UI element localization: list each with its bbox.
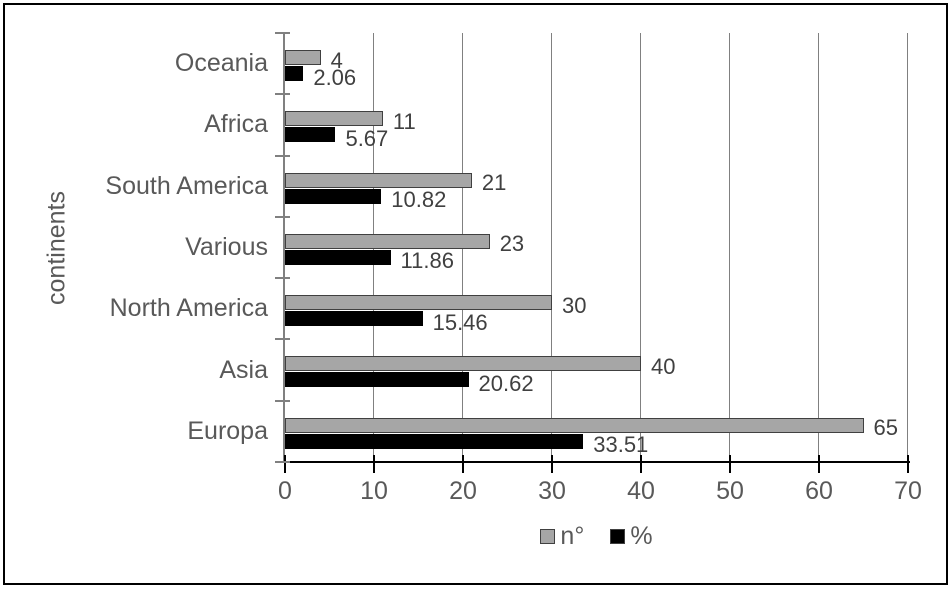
data-label: 20.62 (478, 370, 534, 396)
x-tick-label: 40 (627, 477, 655, 505)
bar-count (285, 356, 641, 372)
y-tick-mark (275, 32, 290, 34)
bar-percent (285, 66, 304, 81)
bar-percent (285, 188, 382, 204)
x-axis-line (281, 461, 910, 463)
legend-label-count: n° (560, 521, 585, 550)
y-axis-line (283, 33, 285, 462)
x-tick-mark (640, 455, 642, 473)
data-label: 40 (651, 353, 676, 379)
bar-group: 23 11.86 (285, 217, 908, 278)
bar-count (285, 111, 383, 127)
category-label: Europa (187, 416, 268, 445)
legend-swatch-count-icon (540, 528, 556, 544)
x-tick-label: 50 (716, 477, 744, 505)
bar-count (285, 172, 472, 188)
category-label: Various (185, 232, 268, 261)
gridline (640, 33, 641, 461)
gridline (818, 33, 819, 461)
data-label: 4 (330, 47, 343, 73)
data-label: 15.46 (432, 309, 488, 335)
plot-area: 4 2.06 11 5.67 21 10.82 23 11.86 30 15.46 40 20.62 6… (275, 32, 910, 473)
category-label: Asia (219, 355, 268, 384)
bar-group: 4 2.06 (285, 33, 908, 94)
legend-item-count: n° (540, 522, 584, 551)
bar-group: 21 10.82 (285, 156, 908, 217)
data-label: 11.86 (400, 248, 454, 274)
x-tick-mark (462, 455, 464, 473)
category-label: Africa (204, 110, 268, 139)
y-tick-mark (275, 154, 290, 157)
y-tick-mark (275, 215, 290, 218)
legend-label-percent: % (630, 521, 653, 550)
y-tick-mark (275, 338, 290, 341)
legend-item-percent: % (610, 521, 653, 551)
x-tick-label: 10 (360, 477, 388, 505)
gridline (551, 33, 552, 461)
bar-percent (285, 127, 336, 143)
x-tick-label: 60 (805, 477, 833, 505)
bar-group: 40 20.62 (285, 339, 908, 400)
bar-count (285, 417, 864, 433)
bar-count (285, 233, 490, 249)
bar-percent (285, 311, 423, 327)
category-label: North America (109, 294, 268, 323)
gridline (729, 33, 730, 461)
y-tick-mark (275, 93, 290, 96)
y-tick-mark (275, 399, 290, 402)
x-tick-mark (284, 455, 286, 473)
bar-count (285, 295, 552, 311)
x-tick-label: 70 (894, 477, 922, 505)
x-tick-mark (373, 455, 375, 473)
data-label: 23 (499, 231, 525, 257)
bar-group: 65 33.51 (285, 401, 908, 462)
data-label: 65 (873, 415, 898, 441)
x-tick-mark (907, 455, 909, 473)
bar-group: 11 5.67 (285, 94, 908, 155)
category-label: Oceania (174, 49, 268, 78)
x-tick-label: 0 (278, 477, 292, 505)
x-tick-mark (729, 455, 731, 473)
legend: n° % (285, 520, 908, 552)
data-label: 33.51 (593, 432, 649, 458)
bar-percent (285, 372, 469, 388)
x-tick-label: 20 (449, 477, 477, 505)
data-label: 2.06 (313, 64, 357, 90)
x-axis-labels: 0 10 20 30 40 50 60 70 (278, 477, 922, 507)
x-tick-mark (818, 455, 820, 473)
data-label: 30 (562, 292, 587, 318)
bar-count (285, 50, 321, 65)
x-tick-label: 30 (538, 477, 566, 505)
category-label: South America (105, 171, 268, 200)
y-tick-mark (275, 277, 290, 280)
bar-percent (285, 249, 391, 265)
y-tick-mark (275, 461, 290, 463)
legend-swatch-percent-icon (610, 528, 626, 544)
data-label: 11 (392, 108, 416, 134)
category-labels: Oceania Africa South America Various North A… (0, 33, 268, 462)
data-label: 5.67 (345, 125, 389, 151)
gridline (907, 33, 908, 461)
data-label: 10.82 (391, 187, 447, 213)
bar-percent (285, 433, 584, 449)
x-tick-mark (551, 455, 553, 473)
bar-group: 30 15.46 (285, 278, 908, 339)
data-label: 21 (481, 170, 507, 196)
